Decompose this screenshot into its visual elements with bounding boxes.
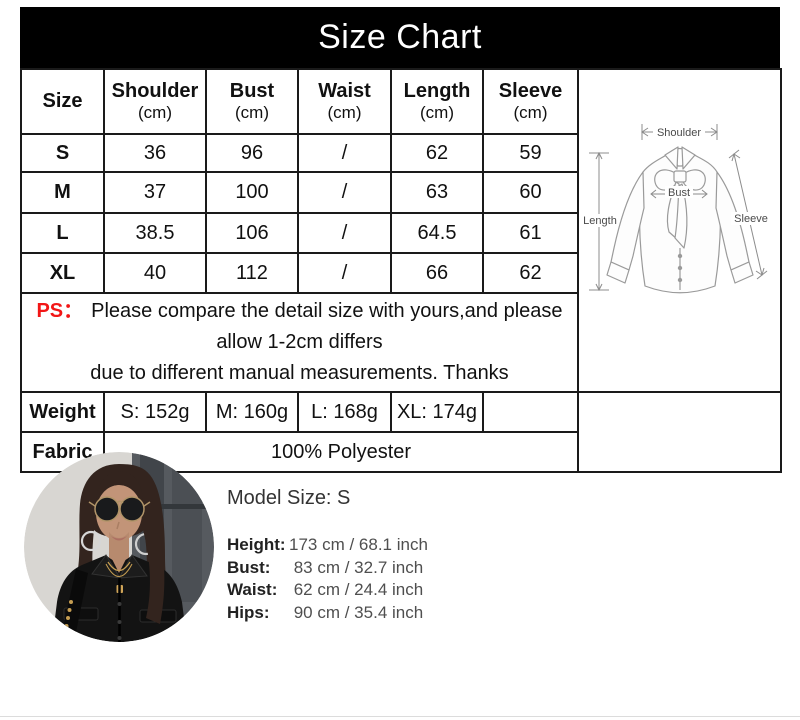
model-bust-value: 83 cm / 32.7 inch [289,557,424,577]
model-photo [24,452,214,642]
diagram-length-label: Length [583,215,617,227]
bottom-right-empty-cell [577,391,782,473]
fabric-label: Fabric [20,431,105,473]
col-header-waist: Waist (cm) [297,68,392,135]
table-row: M 37 100 / 63 60 [20,171,781,214]
row-xl-shoulder: 40 [103,252,207,294]
row-s-length: 62 [390,133,484,173]
col-header-size: Size [20,68,105,135]
table-row: L 38.5 106 / 64.5 61 [20,212,781,254]
ps-note-line2: due to different manual measurements. Th… [90,362,509,384]
row-l-bust: 106 [205,212,299,254]
row-m-shoulder: 37 [103,171,207,214]
weight-row: Weight S: 152g M: 160g L: 168g XL: 174g [20,391,782,473]
row-m-bust: 100 [205,171,299,214]
shirt-diagram-icon: Shoulder Length Bust Sleeve [582,124,771,294]
bottom-divider [0,716,800,717]
row-xl-sleeve: 62 [482,252,579,294]
shirt-measurement-diagram: Shoulder Length Bust Sleeve [577,68,782,393]
fabric-row: Fabric 100% Polyester [20,431,781,473]
model-bust-label: Bust: [227,557,271,577]
table-row: XL 40 112 / 66 62 [20,252,781,294]
model-portrait-image [24,452,214,642]
col-header-length: Length (cm) [390,68,484,135]
size-chart-panel: Size Chart Size Shoulder (cm) Bust (cm) Wa… [20,7,782,473]
row-s-bust: 96 [205,133,299,173]
model-height-value: 173 cm / 68.1 inch [289,535,428,555]
row-xl-length: 66 [390,252,484,294]
diagram-sleeve-label: Sleeve [734,213,768,225]
model-size-line: Model Size: S [227,487,351,509]
row-m-size: M [20,171,105,214]
weight-s: S: 152g [103,391,207,433]
row-l-length: 64.5 [390,212,484,254]
ps-note: PS： Please compare the detail size with y… [20,292,579,393]
size-chart-title: Size Chart [20,7,780,68]
row-m-sleeve: 60 [482,171,579,214]
model-height-row: Height: 173 cm / 68.1 inch [227,534,428,557]
row-l-waist: / [297,212,392,254]
row-xl-waist: / [297,252,392,294]
col-header-sleeve: Sleeve (cm) [482,68,579,135]
weight-empty-cell [482,391,579,433]
model-waist-row: Waist: 62 cm / 24.4 inch [227,579,428,602]
ps-note-row: PS： Please compare the detail size with y… [20,292,781,393]
size-table: Size Shoulder (cm) Bust (cm) Waist (cm) Len… [20,68,782,473]
model-hips-row: Hips: 90 cm / 35.4 inch [227,602,428,625]
weight-m: M: 160g [205,391,299,433]
model-hips-value: 90 cm / 35.4 inch [289,602,424,622]
row-m-length: 63 [390,171,484,214]
table-header-row: Size Shoulder (cm) Bust (cm) Waist (cm) Len… [20,68,782,393]
weight-xl: XL: 174g [390,391,484,433]
model-bust-row: Bust: 83 cm / 32.7 inch [227,557,428,580]
row-l-size: L [20,212,105,254]
weight-l: L: 168g [297,391,392,433]
model-measurements: Height: 173 cm / 68.1 inch Bust: 83 cm /… [227,534,428,624]
ps-note-line1: Please compare the detail size with your… [91,300,563,353]
col-header-bust: Bust (cm) [205,68,299,135]
row-m-waist: / [297,171,392,214]
row-l-sleeve: 61 [482,212,579,254]
table-row: S 36 96 / 62 59 [20,133,781,173]
row-l-shoulder: 38.5 [103,212,207,254]
col-header-shoulder: Shoulder (cm) [103,68,207,135]
model-waist-value: 62 cm / 24.4 inch [289,580,424,600]
row-s-size: S [20,133,105,173]
fabric-value: 100% Polyester [103,431,579,473]
row-s-shoulder: 36 [103,133,207,173]
model-height-label: Height: [227,535,286,555]
weight-label: Weight [20,391,105,433]
row-xl-bust: 112 [205,252,299,294]
row-xl-size: XL [20,252,105,294]
ps-prefix: PS： [36,300,84,322]
row-s-waist: / [297,133,392,173]
diagram-bust-label: Bust [668,187,690,199]
diagram-shoulder-label: Shoulder [657,127,701,139]
row-s-sleeve: 59 [482,133,579,173]
model-waist-label: Waist: [227,580,278,600]
model-hips-label: Hips: [227,602,270,622]
